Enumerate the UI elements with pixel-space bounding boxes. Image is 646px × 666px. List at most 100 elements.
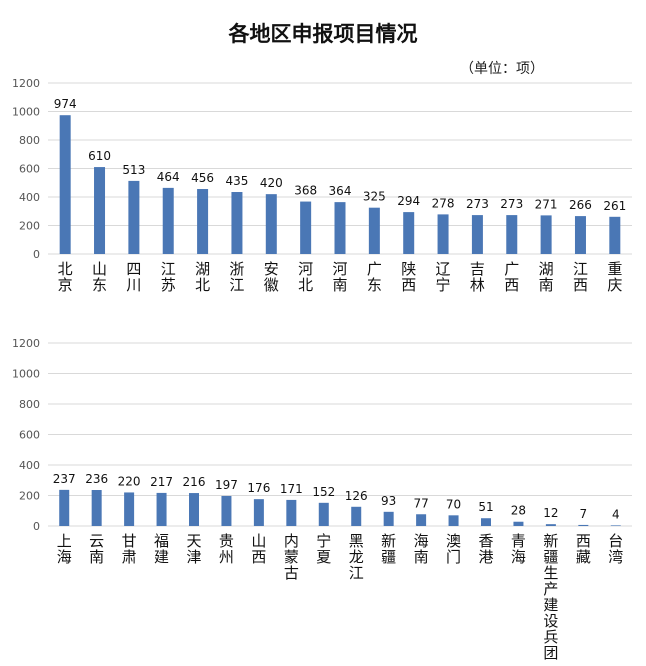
bottom-category-label-16: 西藏 <box>576 532 591 566</box>
bottom-category-label-11: 海南 <box>414 532 429 566</box>
bottom-data-label-10: 93 <box>381 494 396 508</box>
bottom-bar-16 <box>578 524 589 526</box>
bottom-bar-4 <box>189 493 199 526</box>
bottom-bar-6 <box>253 499 264 526</box>
top-category-label-13: 广西 <box>504 260 519 294</box>
top-data-label-14: 271 <box>535 197 558 211</box>
top-bar-8 <box>334 202 346 254</box>
bottom-data-label-0: 237 <box>53 472 76 486</box>
top-bar-5 <box>231 192 243 254</box>
bottom-category-label-3: 福建 <box>154 532 169 566</box>
top-category-label-7: 河北 <box>298 260 313 294</box>
top-category-label-3: 江苏 <box>161 260 176 294</box>
top-data-label-8: 364 <box>329 184 352 198</box>
bottom-y-tick-label: 400 <box>19 459 40 472</box>
top-data-label-10: 294 <box>397 194 420 208</box>
top-y-tick-label: 800 <box>19 134 40 147</box>
top-bar-7 <box>300 201 312 254</box>
bottom-bar-2 <box>124 492 135 526</box>
bottom-data-label-5: 197 <box>215 478 238 492</box>
top-bar-15 <box>574 216 586 254</box>
top-y-tick-label: 0 <box>33 248 40 261</box>
top-bar-11 <box>437 214 449 254</box>
top-bar-16 <box>609 216 621 254</box>
top-category-label-15: 江西 <box>573 260 588 294</box>
bottom-y-tick-label: 1200 <box>12 337 40 350</box>
bottom-category-label-0: 上海 <box>57 532 72 566</box>
top-y-tick-label: 1000 <box>12 106 40 119</box>
bottom-category-label-14: 青海 <box>511 532 526 566</box>
top-data-label-6: 420 <box>260 176 283 190</box>
top-category-label-12: 吉林 <box>470 260 485 294</box>
bottom-data-label-3: 217 <box>150 475 173 489</box>
bottom-y-tick-label: 600 <box>19 429 40 442</box>
top-data-label-12: 273 <box>466 197 489 211</box>
bottom-data-label-17: 4 <box>612 507 620 521</box>
top-category-label-1: 山东 <box>92 260 107 294</box>
bottom-bar-0 <box>59 489 70 526</box>
bottom-category-label-12: 澳门 <box>446 532 461 566</box>
bottom-data-label-13: 51 <box>478 500 493 514</box>
top-data-label-4: 456 <box>191 171 214 185</box>
top-category-label-9: 广东 <box>367 260 382 294</box>
top-y-tick-label: 600 <box>19 163 40 176</box>
bottom-category-label-5: 贵州 <box>219 532 234 566</box>
top-bar-13 <box>506 215 518 254</box>
bottom-category-label-9: 黑龙江 <box>349 532 364 582</box>
top-category-label-6: 安徽 <box>264 260 279 294</box>
top-bar-4 <box>197 189 209 254</box>
bottom-category-label-10: 新疆 <box>381 532 396 566</box>
bottom-category-label-1: 云南 <box>89 532 104 566</box>
top-bar-3 <box>162 187 174 254</box>
bottom-category-label-8: 宁夏 <box>316 532 331 566</box>
top-bar-0 <box>59 115 71 254</box>
bottom-bar-14 <box>513 521 524 526</box>
top-category-label-10: 陕西 <box>401 260 416 294</box>
top-bar-10 <box>403 212 415 254</box>
top-category-label-14: 湖南 <box>539 260 554 294</box>
bottom-data-label-9: 126 <box>345 489 368 503</box>
bottom-data-label-15: 12 <box>543 506 558 520</box>
bottom-bar-3 <box>156 492 167 526</box>
top-category-label-4: 湖北 <box>195 260 210 294</box>
top-data-label-1: 610 <box>88 149 111 163</box>
top-data-label-9: 325 <box>363 190 386 204</box>
bottom-y-tick-label: 0 <box>33 520 40 533</box>
chart-title: 各地区申报项目情况 <box>228 22 418 46</box>
bottom-data-label-1: 236 <box>85 472 108 486</box>
bottom-category-label-17: 台湾 <box>608 532 623 566</box>
top-data-label-16: 261 <box>603 199 626 213</box>
bottom-category-label-15: 新疆生产建设兵团 <box>543 532 558 662</box>
bottom-category-label-13: 香港 <box>478 532 493 566</box>
top-category-label-5: 浙江 <box>229 260 244 294</box>
bottom-data-label-7: 171 <box>280 482 303 496</box>
bottom-bar-17 <box>610 525 621 526</box>
top-category-label-16: 重庆 <box>607 260 622 294</box>
bottom-category-label-4: 天津 <box>186 532 201 566</box>
top-data-label-0: 974 <box>54 97 77 111</box>
bottom-category-label-2: 甘肃 <box>122 532 137 566</box>
bottom-bar-8 <box>318 502 329 526</box>
bottom-data-label-6: 176 <box>247 481 270 495</box>
bottom-data-label-8: 152 <box>312 485 335 499</box>
bottom-data-label-14: 28 <box>511 504 526 518</box>
top-category-label-2: 四川 <box>126 260 141 294</box>
bottom-bar-11 <box>416 514 427 526</box>
bottom-category-label-6: 山西 <box>251 532 266 566</box>
top-y-tick-label: 200 <box>19 220 40 233</box>
top-data-label-7: 368 <box>294 184 317 198</box>
bottom-data-label-4: 216 <box>183 475 206 489</box>
top-bar-1 <box>94 167 106 254</box>
bottom-data-label-16: 7 <box>580 507 588 521</box>
bottom-y-tick-label: 800 <box>19 398 40 411</box>
unit-label: （单位：项） <box>460 61 544 77</box>
top-bar-2 <box>128 180 140 254</box>
top-data-label-3: 464 <box>157 170 180 184</box>
bottom-bar-7 <box>286 499 297 526</box>
top-y-tick-label: 400 <box>19 191 40 204</box>
bottom-bar-13 <box>481 518 491 526</box>
bottom-data-label-2: 220 <box>118 474 141 488</box>
top-data-label-5: 435 <box>225 174 248 188</box>
